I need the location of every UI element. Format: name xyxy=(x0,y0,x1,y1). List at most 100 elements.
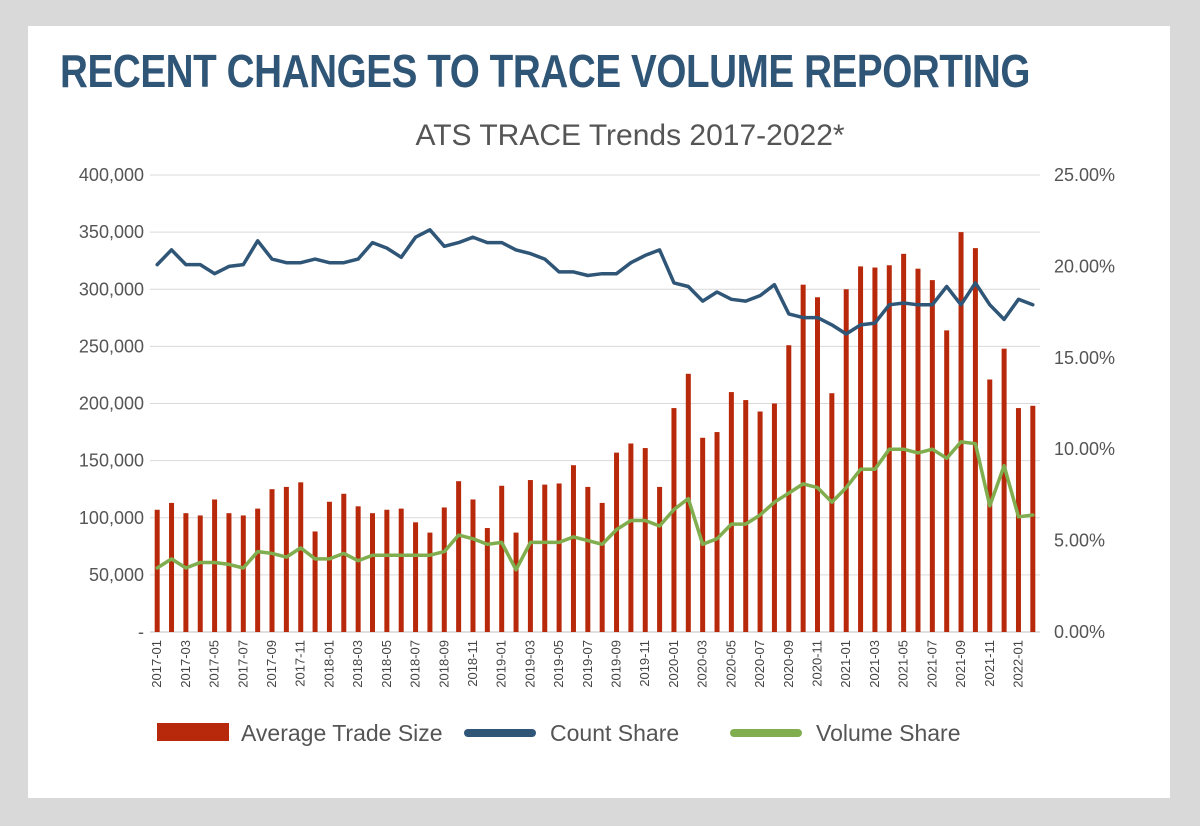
left-axis: - 50,000 100,000 150,000 200,000 250,000 300,0… xyxy=(79,165,144,642)
bar xyxy=(1030,405,1036,632)
bar xyxy=(958,232,964,632)
page-headline: RECENT CHANGES TO TRACE VOLUME REPORTING xyxy=(60,45,1031,97)
y-left-tick-label: 350,000 xyxy=(79,222,144,242)
bar xyxy=(743,400,749,632)
bar xyxy=(556,483,562,632)
x-tick-label: 2018-07 xyxy=(408,640,423,688)
bar xyxy=(599,502,605,632)
bar xyxy=(585,486,591,632)
y-left-tick-label: 200,000 xyxy=(79,394,144,414)
x-tick-label: 2019-07 xyxy=(580,640,595,688)
x-tick-label: 2021-01 xyxy=(838,640,853,688)
x-tick-label: 2019-03 xyxy=(522,640,537,688)
bar xyxy=(843,289,849,632)
x-tick-label: 2021-11 xyxy=(982,640,997,687)
y-left-tick-label: - xyxy=(138,622,144,642)
legend-label: Average Trade Size xyxy=(241,720,443,746)
bar xyxy=(370,513,375,632)
bar xyxy=(714,432,720,632)
bar xyxy=(456,481,462,632)
x-tick-label: 2020-03 xyxy=(695,640,710,688)
x-tick-label: 2018-01 xyxy=(321,640,336,688)
x-tick-label: 2022-01 xyxy=(1010,640,1025,688)
bar xyxy=(527,480,533,632)
y-right-tick-label: 0.00% xyxy=(1054,622,1105,642)
bar xyxy=(513,532,519,632)
volume-share-line xyxy=(155,440,1035,572)
bar xyxy=(657,486,663,632)
y-right-tick-label: 15.00% xyxy=(1054,348,1115,368)
legend-label: Volume Share xyxy=(816,720,960,746)
x-tick-label: 2021-07 xyxy=(924,640,939,688)
y-left-tick-label: 50,000 xyxy=(89,565,144,585)
y-right-tick-label: 10.00% xyxy=(1054,439,1115,459)
legend-swatch-bar xyxy=(157,723,229,741)
y-right-tick-label: 20.00% xyxy=(1054,256,1115,276)
bar xyxy=(470,499,476,632)
bar xyxy=(441,507,447,632)
right-axis: 0.00% 5.00% 10.00% 15.00% 20.00% 25.00% xyxy=(1054,165,1115,642)
y-right-tick-label: 25.00% xyxy=(1054,165,1115,185)
bar xyxy=(212,499,218,632)
bar xyxy=(255,508,261,632)
bar xyxy=(972,248,978,632)
bar xyxy=(915,268,921,632)
bar xyxy=(499,485,505,632)
y-left-tick-label: 400,000 xyxy=(79,165,144,185)
bar xyxy=(628,443,634,632)
gridlines xyxy=(150,174,1040,633)
x-tick-label: 2020-07 xyxy=(752,640,767,688)
x-tick-label: 2019-05 xyxy=(551,640,566,688)
bar-series xyxy=(154,232,1036,632)
bar xyxy=(757,411,763,632)
x-tick-label: 2019-11 xyxy=(637,640,652,687)
bar xyxy=(154,509,160,632)
bar xyxy=(829,393,835,632)
x-tick-label: 2021-03 xyxy=(867,640,882,688)
bar xyxy=(398,508,404,632)
x-tick-label: 2017-05 xyxy=(207,640,222,688)
bar xyxy=(728,392,734,632)
bar xyxy=(355,506,361,632)
bar xyxy=(786,345,792,632)
bar xyxy=(1001,348,1007,632)
bar xyxy=(671,408,677,632)
x-axis: 2017-01 2017-03 2017-05 2017-07 2017-09 2017-… xyxy=(149,640,1025,688)
bar xyxy=(384,509,390,632)
x-tick-label: 2017-11 xyxy=(293,640,308,687)
bar xyxy=(413,522,419,632)
bar xyxy=(542,484,548,632)
chart-title: ATS TRACE Trends 2017-2022* xyxy=(415,119,844,152)
bar xyxy=(269,489,275,632)
bar xyxy=(700,437,706,632)
bar xyxy=(944,330,950,632)
bar xyxy=(341,493,347,632)
x-tick-label: 2017-01 xyxy=(149,640,164,688)
x-tick-label: 2019-09 xyxy=(609,640,624,688)
x-tick-label: 2020-05 xyxy=(723,640,738,688)
bar xyxy=(642,448,648,632)
x-tick-label: 2018-03 xyxy=(350,640,365,688)
bar xyxy=(283,486,289,632)
bar xyxy=(901,253,907,632)
y-left-tick-label: 150,000 xyxy=(79,451,144,471)
x-tick-label: 2018-09 xyxy=(436,640,451,688)
y-left-tick-label: 250,000 xyxy=(79,336,144,356)
bar xyxy=(240,515,246,632)
y-left-tick-label: 300,000 xyxy=(79,279,144,299)
bar xyxy=(570,465,576,632)
x-tick-label: 2017-07 xyxy=(235,640,250,688)
line-series xyxy=(155,228,1035,572)
chart-card xyxy=(28,26,1170,798)
y-left-tick-label: 100,000 xyxy=(79,508,144,528)
legend-label: Count Share xyxy=(550,720,679,746)
bar xyxy=(298,482,304,632)
legend: Average Trade Size Count Share Volume Shar… xyxy=(157,720,960,746)
bar xyxy=(183,513,189,632)
bar xyxy=(1015,408,1021,632)
bar xyxy=(427,532,433,632)
count-share-line xyxy=(155,228,1035,336)
bar xyxy=(197,515,203,632)
bar xyxy=(326,501,332,632)
